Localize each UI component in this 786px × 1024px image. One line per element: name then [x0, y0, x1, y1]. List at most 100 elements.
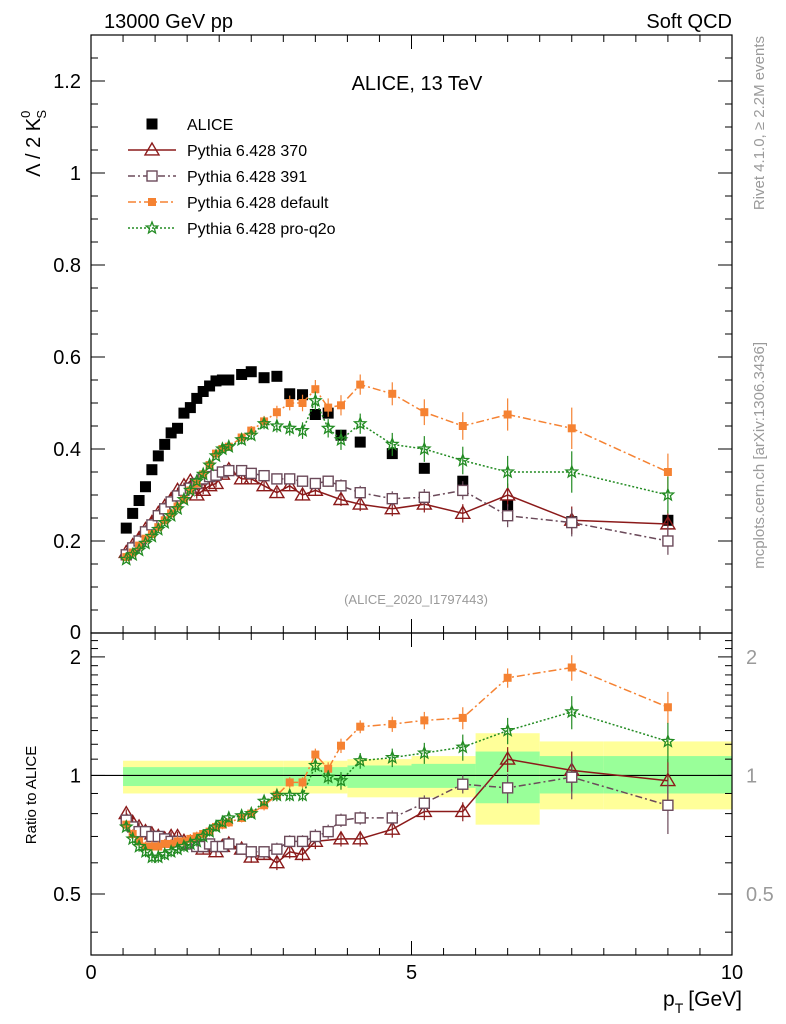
main-data-point [191, 392, 203, 404]
main-y-tick-label: 0.8 [53, 255, 81, 277]
main-data-point [189, 473, 205, 488]
main-data-point [455, 452, 471, 467]
mcplots-label: mcplots.cern.ch [arXiv:1306.3436] [751, 342, 768, 569]
main-data-point [354, 487, 366, 499]
ratio-data-point [564, 704, 580, 719]
legend-entry: Pythia 6.428 391 [128, 169, 307, 186]
main-data-point [662, 535, 674, 547]
main-data-point [503, 410, 512, 419]
main-data-point [298, 399, 307, 407]
main-pythia-6-428-default [122, 374, 672, 562]
main-data-point [660, 487, 676, 502]
main-data-point [388, 389, 397, 398]
main-data-point [150, 521, 166, 536]
main-data-point [197, 386, 209, 397]
main-data-point [221, 438, 237, 454]
ratio-data-point [352, 752, 368, 768]
ratio-data-point [336, 741, 345, 750]
main-data-point [172, 422, 184, 434]
ratio-data-point [173, 837, 182, 846]
main-data-point [335, 480, 347, 492]
main-data-point [139, 481, 151, 493]
main-y-tick-label-zero: 0 [70, 622, 81, 644]
ratio-data-point [418, 797, 431, 809]
ratio-data-point [501, 782, 514, 794]
ratio-pythia-6-428-391 [120, 757, 674, 858]
ratio-panel-series [118, 655, 677, 871]
header-left: 13000 GeV pp [104, 11, 233, 33]
main-data-point [194, 482, 212, 496]
ratio-data-point [167, 839, 176, 848]
legend-label: Pythia 6.428 pro-q2o [187, 221, 336, 238]
ratio-data-point [147, 842, 156, 851]
ratio-data-point [118, 819, 134, 834]
legend-marker [148, 198, 156, 206]
ratio-data-point [125, 831, 141, 846]
ratio-data-point [384, 749, 400, 764]
main-data-point [223, 464, 235, 477]
main-data-point [333, 431, 349, 447]
legend-label: Pythia 6.428 370 [187, 143, 307, 160]
main-data-point [324, 403, 333, 412]
legend: ALICE Pythia 6.428 370 Pythia 6.428 391 Pyt… [128, 117, 336, 238]
main-data-point [271, 473, 283, 485]
main-title: ALICE, 13 TeV [352, 73, 483, 95]
ratio-y-tick-label: 2 [70, 647, 81, 669]
main-ylabel-sub: S [34, 110, 49, 119]
ratio-data-point [567, 663, 576, 672]
main-data-point [152, 450, 164, 462]
legend-label: Pythia 6.428 default [187, 195, 329, 212]
legend-entry: ALICE [146, 117, 233, 134]
ratio-data-point [458, 713, 467, 722]
main-data-point [418, 491, 431, 503]
main-data-point [272, 408, 281, 417]
main-data-point [207, 475, 225, 490]
main-y-tick-label: 1.2 [53, 71, 81, 93]
main-data-point [454, 505, 472, 519]
ratio-data-point [660, 733, 676, 748]
main-data-point [258, 372, 270, 384]
main-data-point [233, 470, 250, 485]
main-data-point [204, 380, 216, 392]
main-data-point [294, 486, 311, 501]
main-data-point [255, 477, 273, 492]
main-ylabel-sup: 0 [18, 111, 33, 118]
main-panel-series [118, 366, 677, 566]
ratio-ylabel: Ratio to ALICE [23, 746, 40, 844]
ratio-data-point [221, 810, 237, 825]
ratio-data-point [499, 750, 516, 765]
main-data-point [144, 528, 160, 543]
legend-entry: Pythia 6.428 370 [128, 141, 307, 160]
ratio-data-point [663, 703, 672, 712]
ratio-data-point [356, 722, 365, 731]
ratio-data-point [245, 846, 257, 858]
main-data-point [243, 427, 259, 442]
ratio-data-point [324, 764, 333, 773]
main-data-point [182, 482, 198, 497]
main-data-point [176, 491, 192, 506]
ratio-data-point [131, 838, 147, 853]
ratio-data-point [285, 778, 294, 787]
main-data-point [159, 438, 171, 450]
ratio-data-point [454, 803, 472, 818]
main-data-point [354, 436, 366, 448]
ratio-data-point [154, 842, 163, 851]
main-data-point [336, 401, 345, 410]
ratio-data-point [282, 787, 298, 802]
ratio-data-point [311, 750, 320, 759]
main-data-point [296, 475, 309, 487]
ratio-data-point [566, 771, 578, 783]
main-data-point [384, 436, 400, 451]
main-data-point [184, 402, 196, 414]
main-data-point [663, 468, 672, 476]
main-data-point [120, 522, 132, 534]
ratio-data-point [662, 799, 674, 811]
legend-label: Pythia 6.428 391 [187, 169, 307, 186]
ratio-data-point [457, 778, 469, 790]
ratio-y-tick-label: 0.5 [53, 884, 81, 906]
main-data-point [322, 475, 334, 487]
main-data-point [208, 448, 224, 463]
ratio-y-tick-label-right: 0.5 [746, 884, 774, 906]
ratio-data-point [333, 772, 349, 787]
main-data-point [501, 510, 514, 522]
